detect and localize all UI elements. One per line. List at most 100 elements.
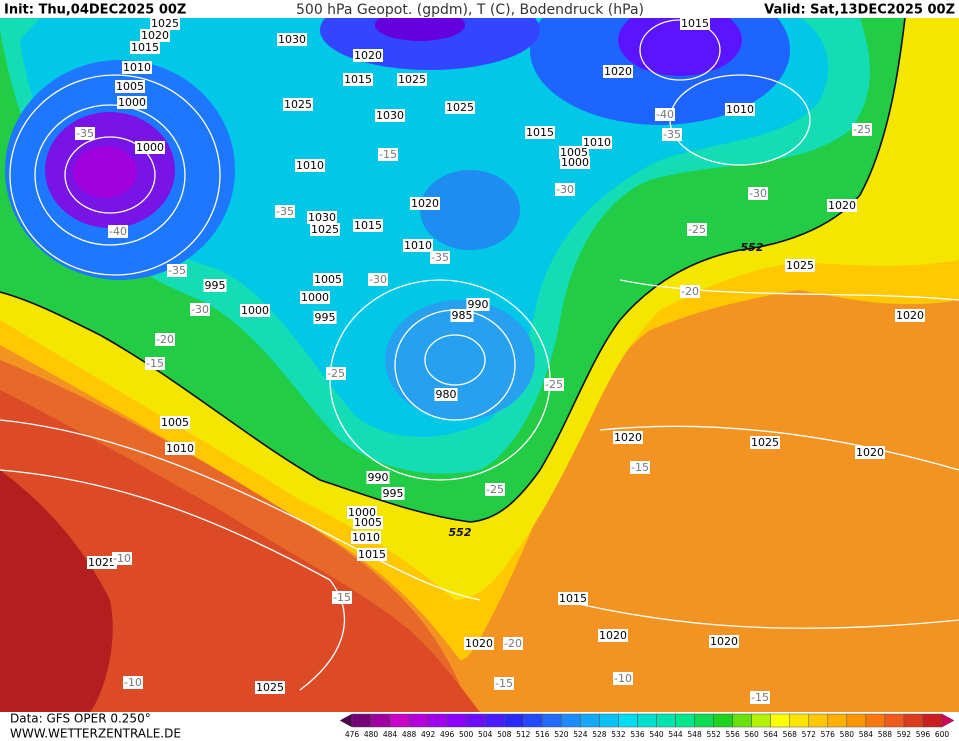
label-box: [445, 101, 475, 114]
isobar-label: 1015: [526, 126, 554, 139]
isobar-label: 1020: [856, 446, 884, 459]
label-box: [122, 61, 152, 74]
label-box: [525, 126, 555, 139]
label-box: [544, 378, 564, 391]
temperature-label: -10: [113, 552, 131, 565]
temperature-label: -15: [333, 591, 351, 604]
label-box: [307, 211, 337, 224]
label-box: [485, 483, 505, 496]
label-box: [687, 223, 707, 236]
legend-label: 500: [459, 730, 474, 739]
temperature-label: -20: [504, 637, 522, 650]
legend-swatch: [427, 713, 448, 728]
legend-swatch: [789, 713, 810, 728]
legend-swatch: [694, 713, 714, 728]
isobar-label: 1020: [710, 635, 738, 648]
label-box: [190, 303, 210, 316]
isobar-label: 1000: [118, 96, 146, 109]
legend-swatch: [656, 713, 676, 728]
isobar-label: 1005: [354, 516, 382, 529]
label-box: [353, 49, 383, 62]
label-box: [343, 73, 373, 86]
label-box: [555, 183, 575, 196]
legend-swatch: [675, 713, 695, 728]
label-box: [613, 672, 633, 685]
label-box: [680, 285, 700, 298]
legend-swatch: [618, 713, 638, 728]
temperature-label: -35: [168, 264, 186, 277]
label-box: [630, 461, 650, 474]
isobar-label: 1015: [131, 41, 159, 54]
isobar-label: 1020: [599, 629, 627, 642]
temperature-label: -30: [191, 303, 209, 316]
isobar-label: 1000: [561, 156, 589, 169]
legend-label: 516: [535, 730, 550, 739]
temperature-label: -10: [124, 676, 142, 689]
legend-label: 592: [897, 730, 912, 739]
legend-swatch: [465, 713, 486, 728]
isobar-label: 1015: [559, 592, 587, 605]
legend-swatch: [542, 713, 562, 728]
legend-swatch: [561, 713, 581, 728]
legend-swatch: [446, 713, 467, 728]
field-purple: [375, 18, 465, 41]
label-box: [117, 96, 147, 109]
site-name: WWW.WETTERZENTRALE.DE: [10, 727, 181, 741]
legend-label: 520: [554, 730, 569, 739]
legend-swatch: [580, 713, 600, 728]
label-box: [785, 259, 815, 272]
legend-swatch: [370, 713, 391, 728]
legend-label: 488: [402, 730, 417, 739]
label-box: [332, 591, 352, 604]
legend-label: 492: [421, 730, 436, 739]
label-box: [430, 251, 450, 264]
data-source: Data: GFS OPER 0.250°: [10, 712, 151, 726]
label-box: [613, 431, 643, 444]
legend-label: 548: [687, 730, 702, 739]
isobar-label: 1000: [136, 141, 164, 154]
legend-swatch: [846, 713, 867, 728]
label-box: [750, 436, 780, 449]
label-box: [310, 223, 340, 236]
legend-label: 496: [440, 730, 455, 739]
legend-label: 544: [668, 730, 683, 739]
temperature-label: -30: [369, 273, 387, 286]
temperature-label: -20: [156, 333, 174, 346]
legend-swatch: [903, 713, 924, 728]
label-box: [558, 592, 588, 605]
label-box: [464, 637, 494, 650]
legend-label: 560: [745, 730, 760, 739]
legend-swatch: [884, 713, 905, 728]
isobar-label: 990: [368, 471, 389, 484]
isobar-label: 1005: [116, 80, 144, 93]
legend-swatch: [408, 713, 429, 728]
label-box: [112, 552, 132, 565]
legend-swatch: [389, 713, 410, 728]
isobar-label: 1030: [376, 109, 404, 122]
contour-552: [0, 18, 906, 523]
isobar-label: 1020: [896, 309, 924, 322]
isobar-label: 1020: [465, 637, 493, 650]
label-box: [725, 103, 755, 116]
label-box: [381, 487, 405, 500]
label-box: [347, 506, 377, 519]
temperature-label: -35: [76, 127, 94, 140]
isobar-label: 995: [205, 279, 226, 292]
valid-time: Valid: Sat,13DEC2025 00Z: [764, 3, 955, 18]
label-box: [240, 304, 270, 317]
label-box: [375, 109, 405, 122]
label-box: [283, 98, 313, 111]
temperature-label: -30: [556, 183, 574, 196]
isobar-label: 1015: [344, 73, 372, 86]
temperature-label: -15: [146, 357, 164, 370]
label-box: [450, 309, 474, 322]
temperature-label: -40: [109, 225, 127, 238]
isobar-label: 1010: [352, 531, 380, 544]
label-box: [203, 279, 227, 292]
temperature-label: -40: [656, 108, 674, 121]
legend-label: 564: [764, 730, 779, 739]
legend-label: 528: [592, 730, 607, 739]
legend-label: 588: [878, 730, 893, 739]
isobar-label: 1025: [256, 681, 284, 694]
init-time: Init: Thu,04DEC2025 00Z: [4, 3, 186, 18]
